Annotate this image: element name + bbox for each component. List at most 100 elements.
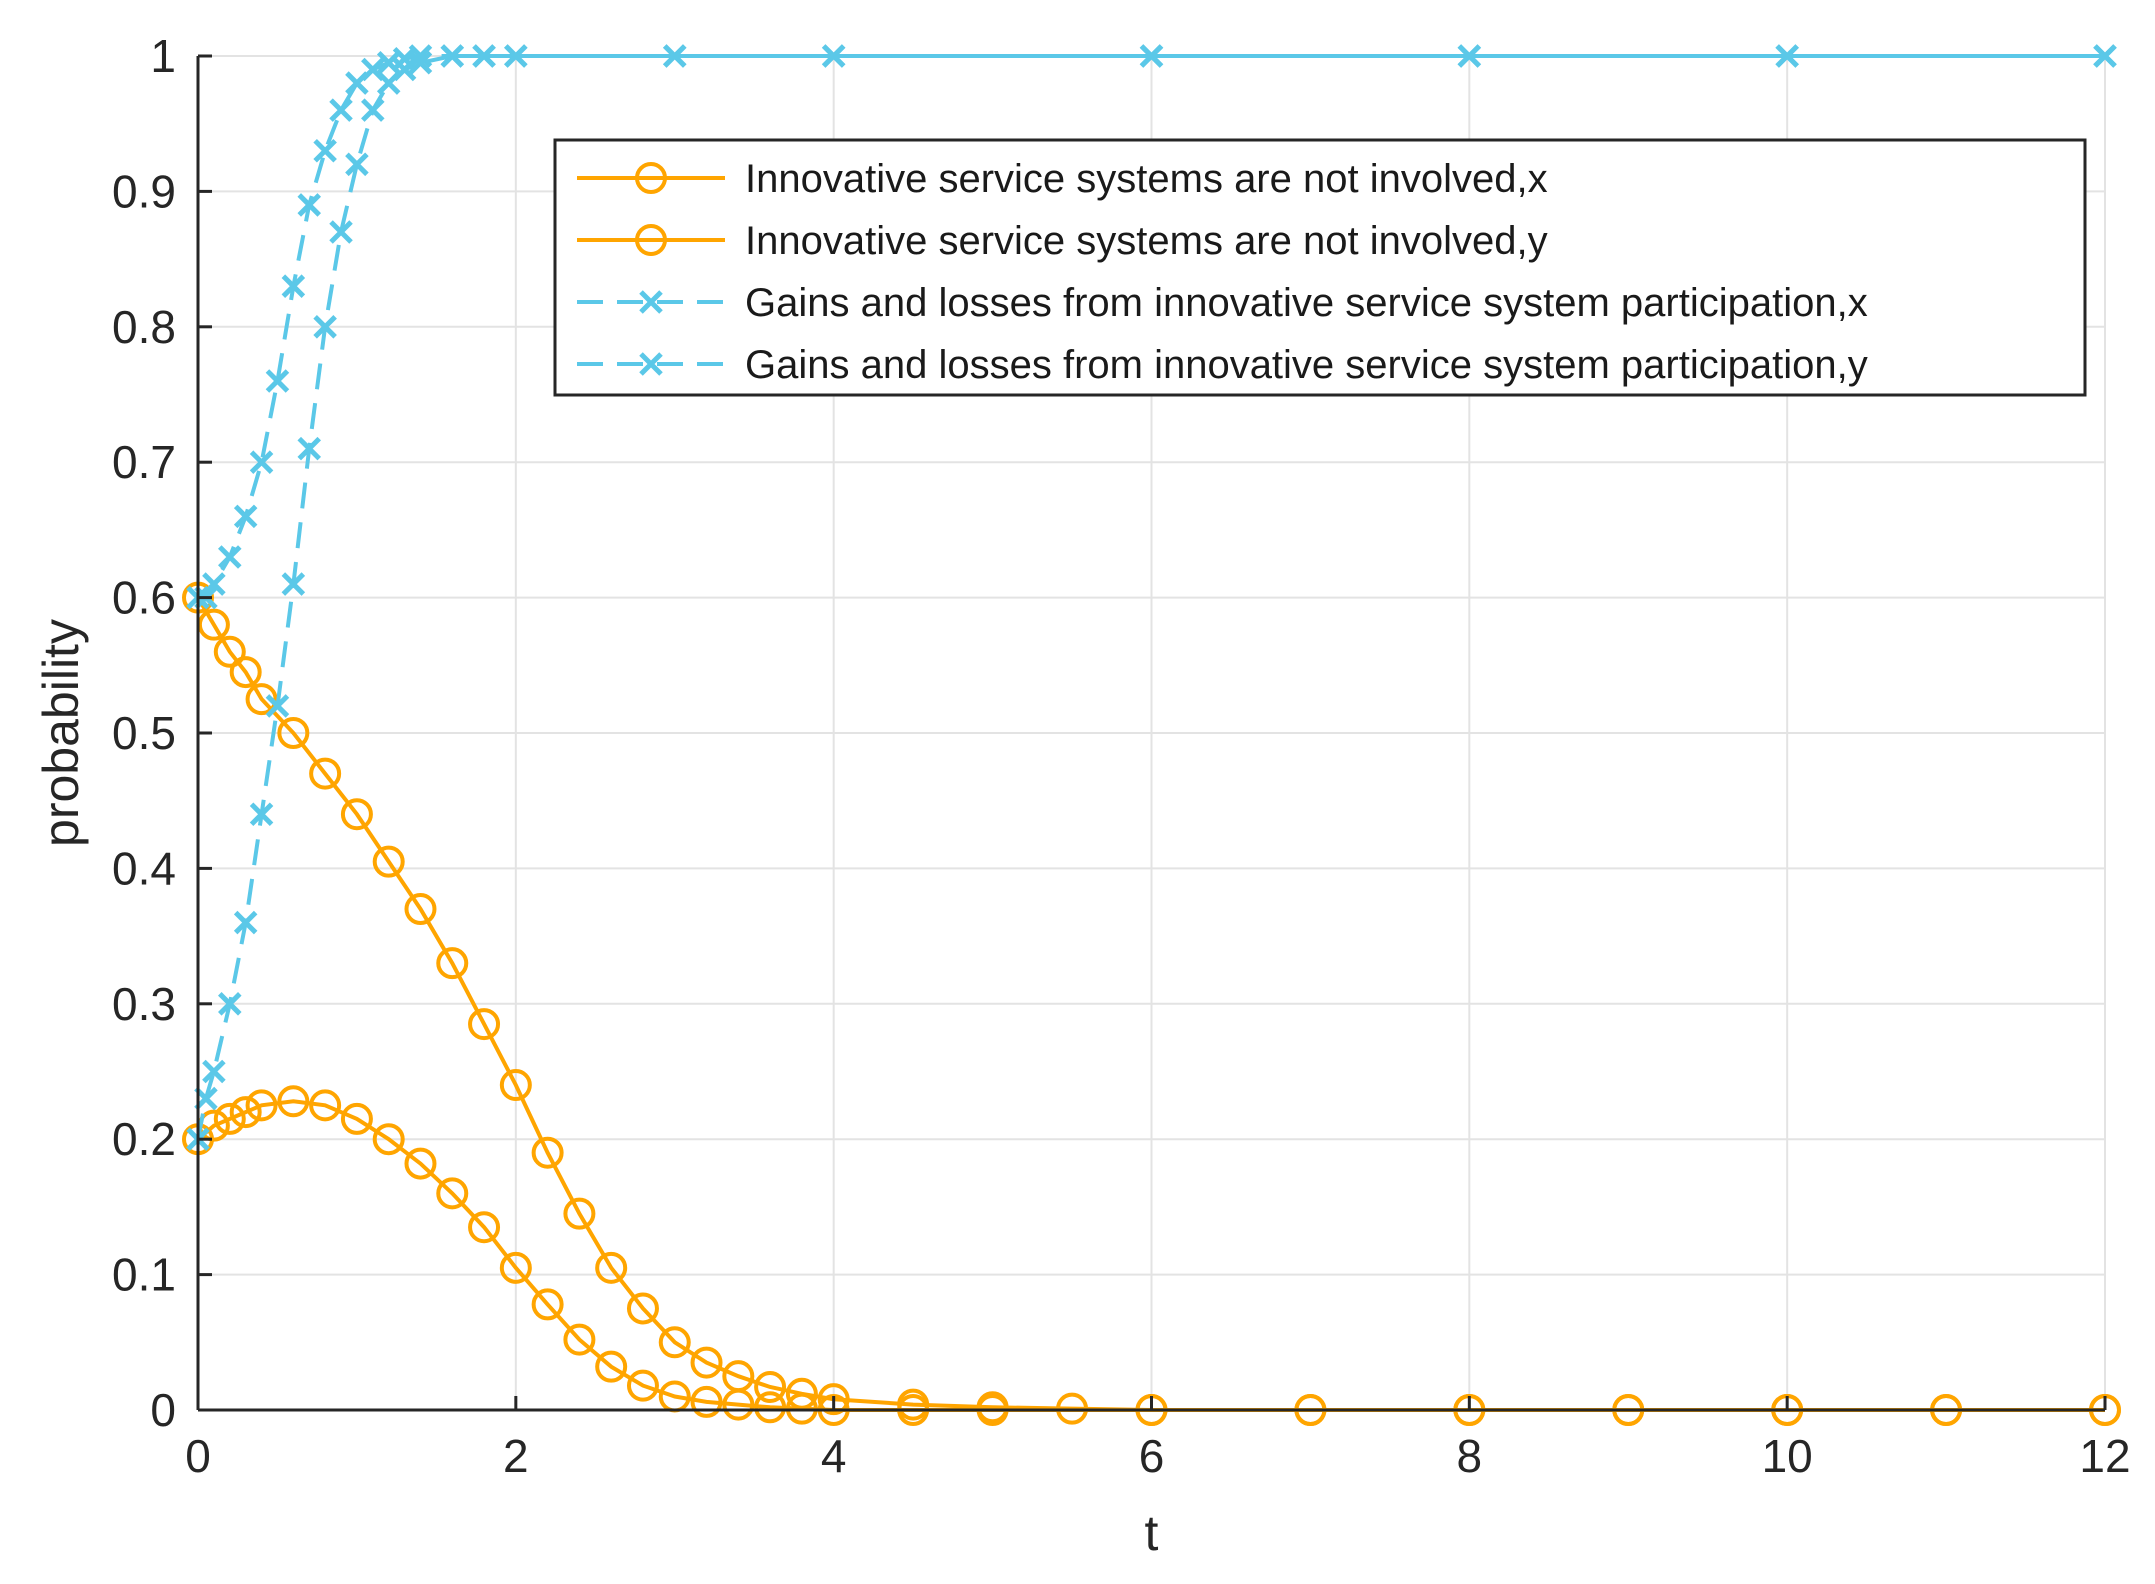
circle-marker	[658, 1326, 691, 1359]
circle-marker	[817, 1383, 850, 1416]
x-marker	[249, 802, 274, 827]
circle-marker	[563, 1197, 596, 1230]
x-marker	[297, 193, 322, 217]
circle-marker	[690, 1385, 723, 1418]
circle-marker	[468, 1211, 501, 1244]
y-tick-label: 0.2	[112, 1113, 176, 1165]
legend-item: Innovative service systems are not invol…	[577, 219, 1548, 263]
x-marker	[218, 545, 242, 569]
tick-labels: 0 2 4 6 8 10 12 0 0.1 0.2 0.3 0.4 0.5 0.6 0.7 0.8 0.9 1	[112, 30, 2131, 1482]
y-tick-label: 0.7	[112, 436, 176, 488]
x-marker	[218, 992, 242, 1016]
circle-marker	[340, 798, 373, 831]
circle-marker	[213, 635, 246, 668]
circle-marker	[372, 845, 405, 878]
legend-label: Innovative service systems are not invol…	[745, 219, 1548, 263]
x-axis-label: t	[1145, 1505, 1159, 1561]
legend-label: Gains and losses from innovative service…	[745, 281, 1868, 325]
circle-marker	[499, 1069, 532, 1102]
x-tick-label: 0	[185, 1430, 211, 1482]
y-tick-label: 0.5	[112, 707, 176, 759]
circle-marker	[595, 1350, 628, 1383]
y-tick-label: 0.3	[112, 978, 176, 1030]
x-marker	[233, 910, 258, 935]
circle-marker	[372, 1123, 405, 1156]
x-marker	[313, 139, 337, 163]
circle-marker	[499, 1251, 532, 1284]
circle-marker	[635, 162, 667, 194]
x-tick-label: 10	[1762, 1430, 1813, 1482]
circle-marker	[213, 1102, 246, 1135]
circle-marker	[277, 717, 310, 749]
circle-marker	[277, 1085, 310, 1118]
x-marker	[2093, 44, 2117, 68]
legend-item: Innovative service systems are not invol…	[577, 157, 1548, 201]
axes	[196, 54, 2107, 1412]
legend-label: Innovative service systems are not invol…	[745, 157, 1548, 201]
circle-marker	[309, 757, 342, 790]
circle-marker	[404, 1147, 437, 1180]
y-tick-label: 0	[150, 1384, 176, 1436]
x-marker	[202, 1059, 226, 1084]
x-marker	[392, 57, 417, 82]
x-tick-label: 2	[503, 1430, 529, 1482]
circle-marker	[626, 1369, 659, 1402]
series-4	[186, 44, 2117, 1151]
x-marker	[329, 220, 353, 244]
x-tick-label: 4	[821, 1430, 847, 1482]
y-tick-label: 0.4	[112, 842, 176, 894]
circle-marker	[595, 1251, 628, 1284]
x-marker	[408, 51, 433, 75]
x-marker	[329, 98, 353, 122]
x-marker	[265, 369, 290, 393]
circle-marker	[197, 608, 230, 641]
legend-item: Gains and losses from innovative service…	[577, 281, 1868, 325]
circle-marker	[754, 1370, 787, 1403]
legend-item: Gains and losses from innovative service…	[577, 343, 1868, 387]
x-tick-label: 6	[1139, 1430, 1165, 1482]
x-marker	[202, 572, 226, 596]
circle-marker	[626, 1292, 659, 1325]
y-tick-label: 0.6	[112, 572, 176, 624]
circle-marker	[563, 1323, 596, 1356]
legend-box	[553, 138, 2087, 397]
x-marker	[1457, 44, 1482, 68]
circle-marker	[309, 1089, 342, 1122]
x-marker	[1139, 44, 1164, 68]
circle-marker	[531, 1288, 564, 1321]
circle-marker	[531, 1136, 564, 1169]
x-marker	[345, 152, 369, 177]
x-marker	[265, 694, 290, 718]
circle-marker	[245, 683, 278, 716]
y-tick-label: 0.1	[112, 1249, 176, 1301]
circle-marker	[245, 1089, 278, 1122]
circle-marker	[404, 893, 437, 926]
x-marker	[662, 44, 687, 68]
x-marker	[472, 44, 496, 68]
x-marker	[361, 98, 385, 122]
x-marker	[504, 44, 528, 68]
circle-marker	[340, 1102, 373, 1135]
circle-marker	[690, 1346, 723, 1379]
y-tick-label: 1	[150, 30, 176, 82]
circle-marker	[722, 1388, 755, 1421]
legend-label: Gains and losses from innovative service…	[745, 343, 1868, 387]
circle-marker	[436, 1177, 469, 1210]
x-tick-label: 8	[1457, 1430, 1483, 1482]
y-axis-label: probability	[33, 619, 89, 847]
circle-marker	[468, 1008, 501, 1041]
x-marker	[249, 450, 274, 474]
x-marker	[821, 44, 846, 68]
circle-marker	[754, 1391, 787, 1424]
x-marker	[233, 504, 258, 529]
x-marker	[281, 274, 306, 298]
x-tick-label: 12	[2079, 1430, 2130, 1482]
x-marker	[313, 315, 337, 339]
circle-marker	[229, 656, 262, 689]
x-marker	[1775, 44, 1799, 68]
circle-marker	[635, 224, 667, 256]
x-marker	[440, 44, 465, 68]
legend: Innovative service systems are not invol…	[553, 138, 2087, 397]
y-tick-label: 0.8	[112, 301, 176, 353]
